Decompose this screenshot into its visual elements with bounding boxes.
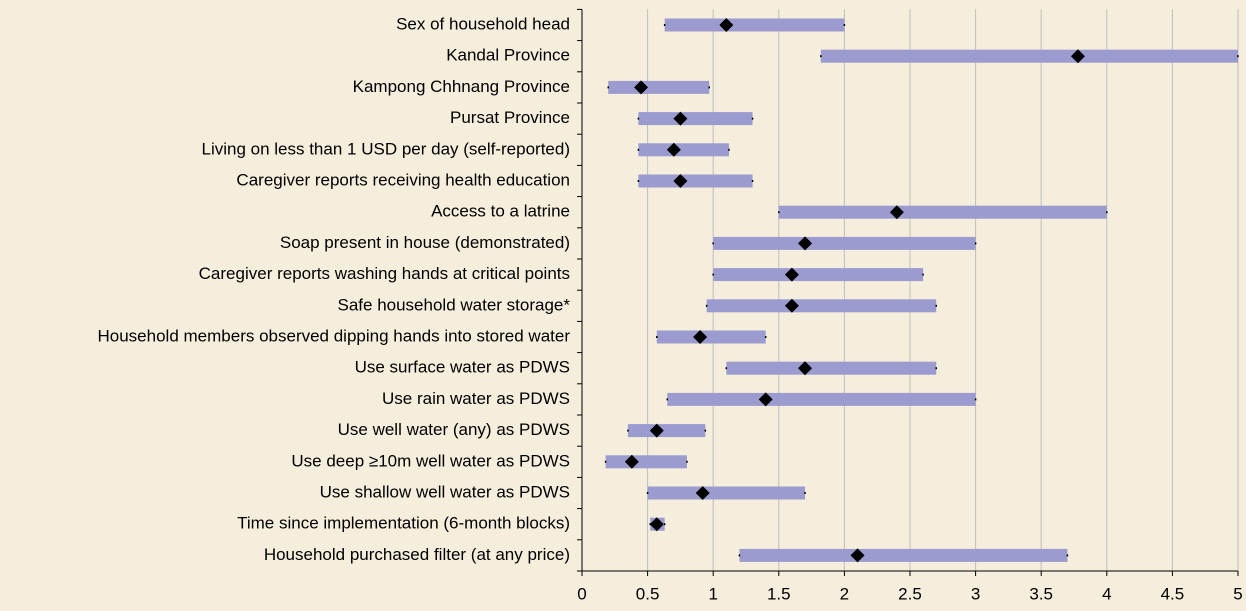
interval-bar: [726, 361, 937, 375]
y-tick-label: Safe household water storage*: [338, 295, 571, 314]
y-tick-label: Time since implementation (6-month block…: [237, 514, 570, 533]
estimate-marker: [693, 330, 708, 344]
x-tick-label: 4.5: [1161, 584, 1185, 603]
y-tick-label: Caregiver reports receiving health educa…: [236, 170, 570, 189]
interval-bar: [667, 392, 976, 406]
y-tick-label: Sex of household head: [396, 14, 570, 33]
interval-bar: [778, 205, 1107, 219]
y-tick-label: Kandal Province: [446, 46, 570, 65]
interval-bar: [706, 299, 937, 313]
interval-bar: [605, 455, 687, 469]
estimate-marker: [784, 298, 799, 313]
estimate-marker: [666, 142, 681, 157]
y-tick-label: Use deep ≥10m well water as PDWS: [291, 451, 570, 470]
estimate-marker: [673, 111, 688, 126]
y-tick-label: Pursat Province: [450, 108, 570, 127]
interval-bar: [713, 268, 924, 282]
estimate-marker: [1070, 49, 1085, 64]
x-tick-label: 1.5: [767, 584, 791, 603]
x-tick-label: 3: [971, 584, 980, 603]
interval-bar: [713, 236, 976, 250]
estimate-marker: [634, 80, 649, 95]
y-tick-label: Living on less than 1 USD per day (self-…: [201, 139, 570, 158]
interval-bar: [638, 174, 753, 188]
x-tick-label: 2: [840, 584, 849, 603]
interval-bar: [638, 143, 729, 157]
estimate-marker: [889, 205, 904, 220]
estimate-marker: [784, 267, 799, 282]
estimate-marker: [673, 174, 688, 188]
x-tick-label: 0: [577, 584, 586, 603]
y-tick-label: Use well water (any) as PDWS: [338, 420, 570, 439]
x-tick-label: 2.5: [898, 584, 922, 603]
y-tick-label: Use surface water as PDWS: [355, 358, 570, 377]
interval-bar: [739, 548, 1068, 562]
interval-bar: [627, 424, 706, 438]
y-tick-label: Soap present in house (demonstrated): [280, 233, 570, 252]
interval-bar: [820, 49, 1238, 63]
y-tick-label: Caregiver reports washing hands at criti…: [199, 264, 570, 283]
x-tick-label: 0.5: [636, 584, 660, 603]
estimate-marker: [798, 361, 813, 376]
estimate-marker: [624, 454, 639, 469]
y-tick-label: Access to a latrine: [431, 202, 570, 221]
estimate-marker: [649, 423, 664, 438]
y-tick-label: Kampong Chhnang Province: [353, 77, 570, 96]
estimate-marker: [798, 236, 813, 251]
x-tick-label: 5: [1233, 584, 1242, 603]
estimate-marker: [649, 517, 664, 532]
y-tick-label: Use rain water as PDWS: [382, 389, 570, 408]
interval-bar: [656, 330, 766, 344]
estimate-marker: [695, 486, 710, 500]
interval-bar: [638, 112, 753, 126]
x-tick-label: 4: [1102, 584, 1111, 603]
interval-bar: [664, 18, 845, 32]
y-tick-label: Household purchased filter (at any price…: [264, 545, 570, 564]
y-tick-label: Household members observed dipping hands…: [98, 326, 571, 345]
estimate-marker: [719, 18, 734, 32]
estimate-marker: [758, 392, 773, 407]
estimate-marker: [850, 548, 865, 563]
interval-bar: [647, 486, 806, 500]
x-tick-label: 3.5: [1029, 584, 1053, 603]
y-tick-label: Use shallow well water as PDWS: [320, 482, 570, 501]
interval-bar: [608, 80, 710, 94]
x-tick-label: 1: [708, 584, 717, 603]
